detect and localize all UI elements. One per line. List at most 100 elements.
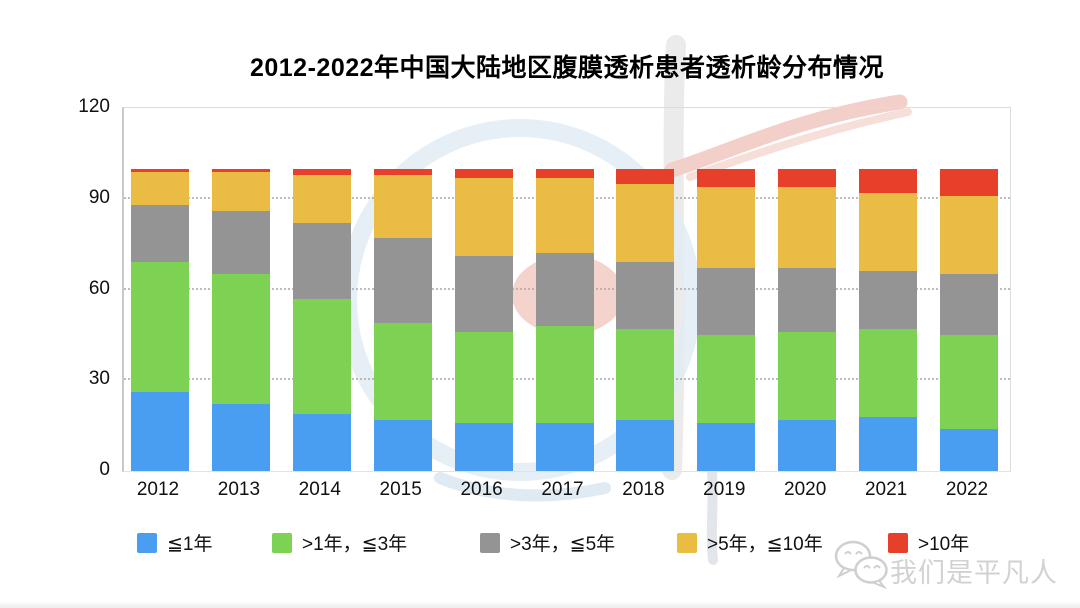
bar-segment (535, 253, 594, 326)
stacked-bar (373, 108, 432, 471)
bar-segment (697, 422, 756, 471)
bar-segment (697, 268, 756, 335)
bar-segment (616, 419, 675, 471)
bar-segment (292, 174, 351, 223)
x-tick-label: 2017 (541, 479, 584, 500)
stacked-bar (616, 108, 675, 471)
y-tick-label: 90 (88, 186, 110, 208)
bar-segment (859, 192, 918, 272)
y-axis: 0 30 60 90 120 (30, 97, 110, 480)
bar-segment (131, 171, 189, 205)
bar-segment (940, 195, 998, 275)
legend: ≦1年 >1年，≦3年 >3年，≦5年 >5年，≦10年 >10年 (0, 529, 1080, 559)
stacked-bar (535, 108, 594, 471)
legend-label: >10年 (918, 534, 970, 555)
x-tick-label: 2019 (703, 479, 746, 500)
x-tick-label: 2015 (379, 479, 422, 500)
bar-segment (616, 328, 675, 420)
bar-segment (778, 419, 837, 471)
bar-segment (373, 174, 432, 239)
bar-segment (940, 334, 998, 429)
stacked-bar (292, 108, 351, 471)
y-tick-label: 60 (88, 277, 110, 299)
bar-segment (211, 210, 270, 275)
legend-item: >3年，≦5年 (480, 529, 615, 556)
bar-segment (616, 262, 675, 329)
legend-label: ≦1年 (167, 534, 213, 555)
bar-segment (211, 404, 270, 471)
bar-segment (292, 168, 351, 175)
bar-segment (373, 238, 432, 323)
bar-segment (778, 331, 837, 420)
legend-swatch (480, 532, 500, 553)
legend-label: >3年，≦5年 (510, 534, 616, 555)
chart-title: 2012-2022年中国大陆地区腹膜透析患者透析龄分布情况 (249, 54, 885, 82)
bar-segment (778, 186, 837, 269)
stacked-bar (778, 108, 837, 471)
bar-segment (535, 422, 594, 471)
plot-area (122, 107, 1011, 472)
bar-segment (535, 168, 594, 178)
x-tick-label: 2021 (864, 479, 908, 500)
bottom-edge-shadow (0, 601, 1080, 608)
bar-segment (211, 171, 270, 211)
bar-segment (697, 168, 756, 187)
bar-segment (778, 268, 837, 332)
bar-segment (454, 331, 513, 423)
bar-segment (616, 183, 675, 263)
bar-segment (292, 413, 351, 471)
stacked-bar (859, 108, 918, 471)
x-tick-label: 2020 (784, 479, 827, 500)
bar-segment (131, 392, 189, 471)
bar-segment (292, 298, 351, 414)
bar-segment (940, 428, 998, 471)
bar-segment (940, 274, 998, 335)
bar-segment (211, 168, 270, 172)
bar-segment (616, 168, 675, 184)
bar-segment (697, 334, 756, 423)
bar-segment (697, 186, 756, 269)
bar-segment (131, 204, 189, 263)
bar-segment (535, 325, 594, 423)
bar-segment (778, 168, 837, 187)
x-tick-label: 2018 (622, 479, 665, 500)
bar-segment (940, 168, 998, 196)
legend-swatch (272, 532, 292, 553)
legend-item: >5年，≦10年 (677, 529, 823, 556)
stacked-bar (454, 108, 513, 471)
y-tick-label: 30 (88, 368, 110, 390)
bar-segment (211, 274, 270, 405)
legend-label: >1年，≦3年 (302, 534, 408, 555)
bar-segment (131, 168, 189, 172)
x-tick-label: 2016 (460, 479, 503, 500)
y-tick-label: 0 (99, 459, 110, 480)
bar-segment (131, 262, 189, 393)
legend-swatch (677, 532, 697, 553)
x-tick-label: 2012 (136, 479, 180, 500)
stacked-bar (940, 108, 998, 471)
bar-segment (292, 222, 351, 299)
bar-segment (373, 322, 432, 420)
legend-item: ≦1年 (137, 529, 213, 556)
bar-segment (454, 177, 513, 257)
bar-segment (373, 419, 432, 471)
stacked-bar (131, 108, 189, 471)
legend-swatch (137, 532, 157, 553)
bar-segment (454, 256, 513, 332)
stacked-bar (697, 108, 756, 471)
account-watermark: 我们是平凡人 (832, 537, 1072, 597)
watermark-text: 我们是平凡人 (890, 558, 1058, 588)
legend-item: >1年，≦3年 (272, 529, 407, 556)
stacked-bar (211, 108, 270, 471)
legend-swatch (888, 532, 908, 553)
bar-segment (859, 168, 918, 193)
bar-segment (373, 168, 432, 175)
x-axis: 2012 2013 2014 2015 2016 2017 2018 2019 2020 2021… (122, 475, 1008, 507)
bar-segment (535, 177, 594, 254)
legend-label: >5年，≦10年 (707, 534, 823, 555)
bar-segment (859, 271, 918, 329)
x-tick-label: 2013 (217, 479, 261, 500)
legend-item: >10年 (888, 529, 969, 556)
x-tick-label: 2022 (945, 479, 989, 500)
